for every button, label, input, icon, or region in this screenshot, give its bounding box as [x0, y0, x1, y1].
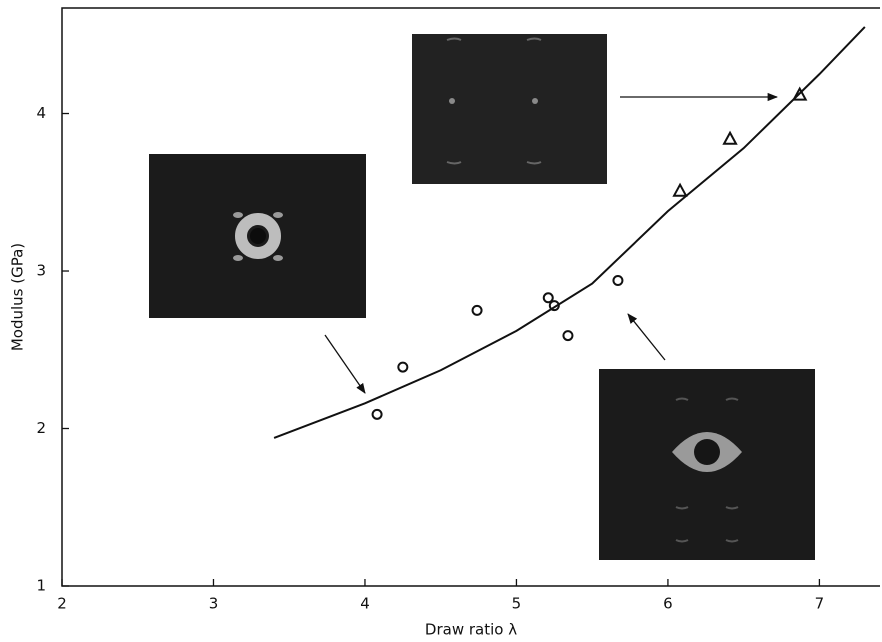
circle-point	[397, 361, 409, 373]
circle-point	[562, 330, 574, 342]
x-tick-label: 2	[57, 595, 67, 613]
fit-curve	[273, 26, 866, 439]
y-tick-label: 4	[36, 104, 46, 122]
x-axis-label: Draw ratio λ	[425, 621, 517, 639]
y-tick-label: 2	[36, 419, 46, 437]
x-tick-label: 5	[512, 595, 522, 613]
circle-point	[548, 300, 560, 312]
y-tick-label: 1	[36, 577, 46, 595]
inset-pattern-1	[149, 154, 366, 318]
x-tick-label: 4	[360, 595, 370, 613]
triangle-point	[722, 130, 738, 145]
circle-point	[542, 292, 554, 304]
circle-point	[612, 274, 624, 286]
arrows	[324, 92, 779, 394]
y-axis-label: Modulus (GPa)	[9, 243, 27, 351]
inset-pattern-3	[599, 369, 815, 560]
circle-point	[371, 408, 383, 420]
circle-point	[471, 304, 483, 316]
triangle-point	[792, 86, 808, 101]
x-tick-label: 7	[815, 595, 825, 613]
plot-frame	[61, 7, 880, 587]
inset-pattern-2	[412, 34, 607, 184]
x-tick-label: 3	[209, 595, 219, 613]
x-tick-label: 6	[663, 595, 673, 613]
y-tick-label: 3	[36, 262, 46, 280]
triangle-point	[672, 182, 688, 197]
